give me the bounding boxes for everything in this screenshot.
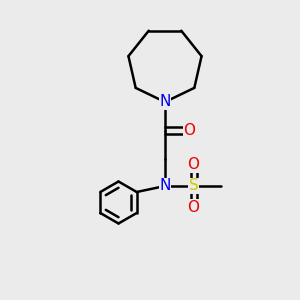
Text: O: O xyxy=(188,157,200,172)
Text: N: N xyxy=(159,94,171,110)
Text: S: S xyxy=(189,178,198,194)
Text: O: O xyxy=(184,123,196,138)
Text: O: O xyxy=(188,200,200,215)
Text: N: N xyxy=(159,178,171,194)
